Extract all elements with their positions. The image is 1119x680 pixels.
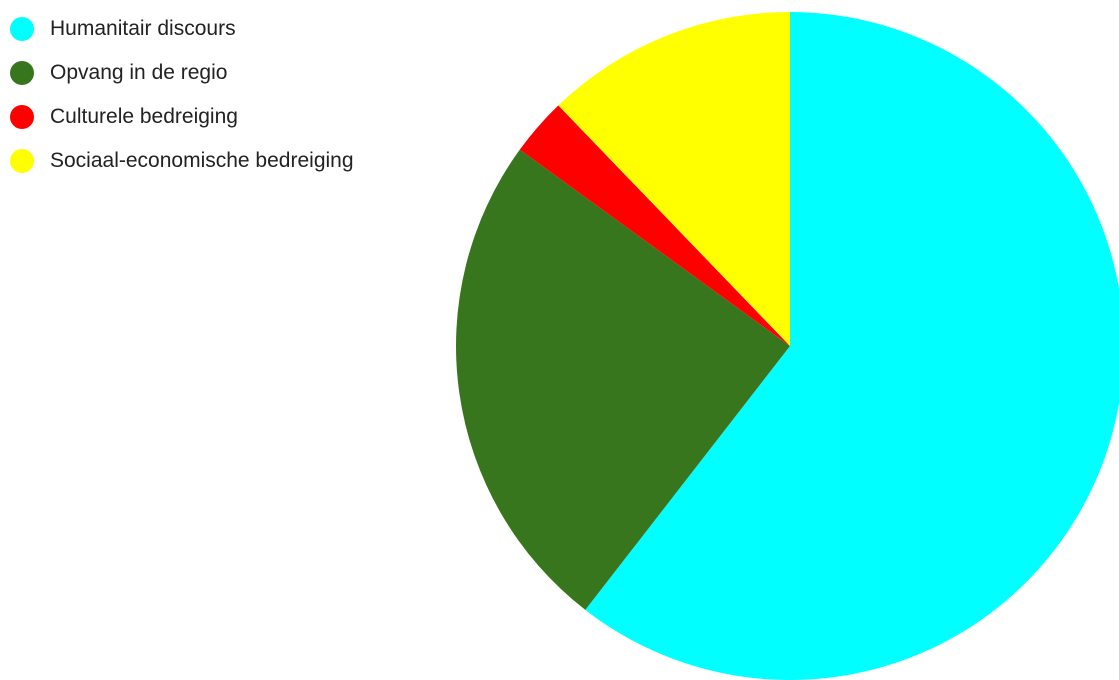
- legend-label: Humanitair discours: [50, 17, 236, 40]
- legend-swatch: [10, 149, 34, 173]
- pie-slice: [519, 105, 790, 346]
- legend-item: Sociaal-economische bedreiging: [10, 139, 354, 183]
- legend-item: Humanitair discours: [10, 7, 354, 51]
- legend-swatch: [10, 105, 34, 129]
- pie-slice: [558, 12, 790, 346]
- legend-swatch: [10, 61, 34, 85]
- legend-item: Opvang in de regio: [10, 51, 354, 95]
- pie-slice: [585, 12, 1119, 680]
- legend-label: Opvang in de regio: [50, 61, 228, 84]
- legend-label: Sociaal-economische bedreiging: [50, 149, 354, 172]
- pie-slice: [456, 149, 790, 610]
- chart-legend: Humanitair discours Opvang in de regio Cul…: [10, 7, 354, 183]
- legend-swatch: [10, 17, 34, 41]
- legend-item: Culturele bedreiging: [10, 95, 354, 139]
- legend-label: Culturele bedreiging: [50, 105, 238, 128]
